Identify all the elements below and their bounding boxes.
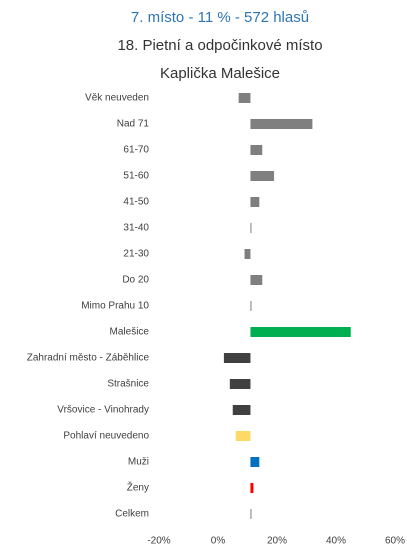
x-tick-label: 0% bbox=[211, 536, 226, 547]
y-tick-label: Strašnice bbox=[107, 379, 149, 390]
bar bbox=[250, 145, 263, 155]
y-tick-label: 51-60 bbox=[123, 171, 149, 182]
y-tick-label: Pohlaví neuvedeno bbox=[63, 431, 149, 442]
bar bbox=[250, 483, 254, 493]
y-tick-label: Malešice bbox=[110, 327, 150, 338]
bar bbox=[250, 275, 263, 285]
chart-subtitle: 18. Pietní a odpočinkové místo bbox=[117, 37, 322, 54]
bar bbox=[235, 431, 251, 441]
y-tick-label: Do 20 bbox=[122, 275, 149, 286]
bar bbox=[223, 353, 251, 363]
bar bbox=[250, 457, 260, 467]
y-tick-label: Vršovice - Vinohrady bbox=[57, 405, 149, 416]
y-tick-label: 21-30 bbox=[123, 249, 149, 260]
y-tick-label: 61-70 bbox=[123, 145, 149, 156]
bar bbox=[250, 301, 252, 311]
bar bbox=[244, 249, 251, 259]
bar bbox=[250, 119, 313, 129]
chart-title: 7. místo - 11 % - 572 hlasů bbox=[131, 9, 309, 26]
bar bbox=[250, 327, 351, 337]
bar bbox=[250, 223, 252, 233]
chart-subtitle: Kaplička Malešice bbox=[160, 65, 280, 82]
bar bbox=[250, 171, 275, 181]
y-tick-label: Zahradní město - Záběhlice bbox=[27, 353, 150, 364]
y-tick-label: Muži bbox=[128, 457, 149, 468]
bar bbox=[232, 405, 251, 415]
bar bbox=[229, 379, 251, 389]
bar bbox=[250, 197, 260, 207]
y-tick-label: Věk neuveden bbox=[85, 93, 149, 104]
y-tick-label: Nad 71 bbox=[117, 119, 150, 130]
x-tick-label: 40% bbox=[326, 536, 346, 547]
y-tick-label: Mimo Prahu 10 bbox=[81, 301, 149, 312]
y-tick-label: 31-40 bbox=[123, 223, 149, 234]
x-tick-label: 20% bbox=[267, 536, 287, 547]
bar bbox=[250, 509, 252, 519]
y-tick-label: Ženy bbox=[127, 481, 149, 494]
x-tick-label: -20% bbox=[147, 536, 170, 547]
x-tick-label: 60% bbox=[385, 536, 405, 547]
y-tick-label: 41-50 bbox=[123, 197, 149, 208]
y-tick-label: Celkem bbox=[115, 509, 149, 520]
bar bbox=[238, 93, 251, 103]
